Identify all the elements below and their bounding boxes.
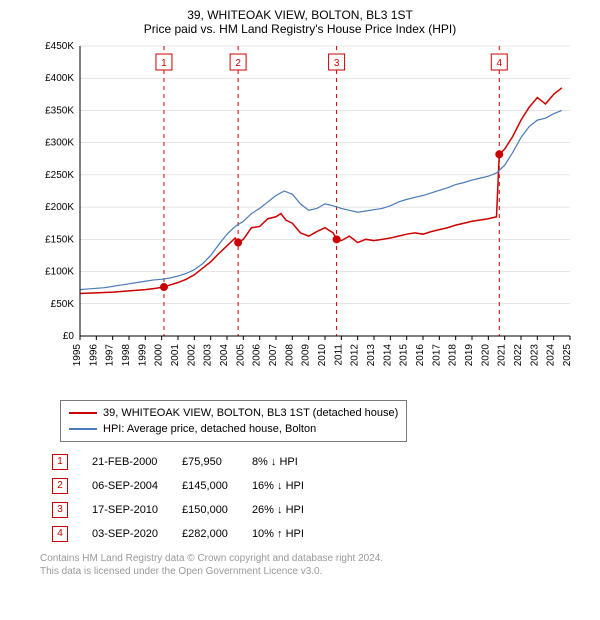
svg-text:£150K: £150K <box>45 234 74 245</box>
svg-text:£300K: £300K <box>45 138 74 149</box>
svg-text:£450K: £450K <box>45 41 74 52</box>
svg-text:2005: 2005 <box>235 344 246 367</box>
svg-text:2020: 2020 <box>480 344 491 367</box>
svg-text:4: 4 <box>496 58 502 69</box>
chart-title-block: 39, WHITEOAK VIEW, BOLTON, BL3 1ST Price… <box>0 0 600 36</box>
svg-text:2023: 2023 <box>529 344 540 367</box>
event-diff: 26% ↓ HPI <box>240 498 316 522</box>
svg-text:1998: 1998 <box>121 344 132 367</box>
legend-label: 39, WHITEOAK VIEW, BOLTON, BL3 1ST (deta… <box>103 407 398 419</box>
svg-text:2013: 2013 <box>366 344 377 367</box>
svg-text:2019: 2019 <box>464 344 475 367</box>
event-row: 1 21-FEB-2000£75,9508% ↓ HPI <box>40 450 316 474</box>
footer-line-1: Contains HM Land Registry data © Crown c… <box>40 552 600 565</box>
svg-text:2010: 2010 <box>317 344 328 367</box>
title-line-1: 39, WHITEOAK VIEW, BOLTON, BL3 1ST <box>0 8 600 22</box>
event-diff: 16% ↓ HPI <box>240 474 316 498</box>
footer-line-2: This data is licensed under the Open Gov… <box>40 565 600 578</box>
svg-text:2001: 2001 <box>170 344 181 367</box>
svg-text:2009: 2009 <box>301 344 312 367</box>
svg-text:1996: 1996 <box>88 344 99 367</box>
event-date: 17-SEP-2010 <box>80 498 170 522</box>
svg-text:2011: 2011 <box>333 344 344 366</box>
title-line-2: Price paid vs. HM Land Registry's House … <box>0 22 600 36</box>
event-price: £282,000 <box>170 522 240 546</box>
svg-text:2018: 2018 <box>448 344 459 367</box>
event-date: 03-SEP-2020 <box>80 522 170 546</box>
svg-text:£200K: £200K <box>45 202 74 213</box>
svg-text:1999: 1999 <box>137 344 148 367</box>
svg-text:1995: 1995 <box>72 344 83 367</box>
event-diff: 8% ↓ HPI <box>240 450 316 474</box>
event-marker: 4 <box>52 526 68 542</box>
svg-text:2012: 2012 <box>350 344 361 367</box>
svg-text:2021: 2021 <box>497 344 508 367</box>
svg-text:2: 2 <box>235 58 241 69</box>
legend-swatch <box>69 428 97 430</box>
event-marker: 2 <box>52 478 68 494</box>
event-price: £75,950 <box>170 450 240 474</box>
svg-text:2025: 2025 <box>562 344 573 367</box>
event-price: £145,000 <box>170 474 240 498</box>
svg-text:2015: 2015 <box>399 344 410 367</box>
legend-item: 39, WHITEOAK VIEW, BOLTON, BL3 1ST (deta… <box>69 405 398 421</box>
svg-text:3: 3 <box>334 58 340 69</box>
footer: Contains HM Land Registry data © Crown c… <box>40 552 600 578</box>
svg-text:2014: 2014 <box>382 344 393 367</box>
svg-text:1: 1 <box>161 58 167 69</box>
svg-text:2000: 2000 <box>154 344 165 367</box>
svg-text:2006: 2006 <box>252 344 263 367</box>
svg-text:2016: 2016 <box>415 344 426 367</box>
svg-text:2004: 2004 <box>219 344 230 367</box>
svg-text:£0: £0 <box>63 331 75 342</box>
svg-text:2008: 2008 <box>284 344 295 367</box>
svg-text:2024: 2024 <box>546 344 557 367</box>
event-marker: 3 <box>52 502 68 518</box>
legend: 39, WHITEOAK VIEW, BOLTON, BL3 1ST (deta… <box>60 400 407 442</box>
event-date: 06-SEP-2004 <box>80 474 170 498</box>
legend-item: HPI: Average price, detached house, Bolt… <box>69 421 398 437</box>
event-diff: 10% ↑ HPI <box>240 522 316 546</box>
svg-text:£400K: £400K <box>45 73 74 84</box>
svg-text:2002: 2002 <box>186 344 197 367</box>
svg-text:£350K: £350K <box>45 105 74 116</box>
svg-text:£100K: £100K <box>45 267 74 278</box>
legend-swatch <box>69 412 97 414</box>
svg-text:1997: 1997 <box>105 344 116 367</box>
svg-text:£50K: £50K <box>51 299 75 310</box>
price-chart: £0 £50K £100K £150K £200K £250K £300K £350K £400… <box>20 36 580 396</box>
svg-text:2007: 2007 <box>268 344 279 367</box>
events-table: 1 21-FEB-2000£75,9508% ↓ HPI 2 06-SEP-2004£… <box>40 450 316 546</box>
legend-label: HPI: Average price, detached house, Bolt… <box>103 423 316 435</box>
event-row: 2 06-SEP-2004£145,00016% ↓ HPI <box>40 474 316 498</box>
event-date: 21-FEB-2000 <box>80 450 170 474</box>
svg-text:2022: 2022 <box>513 344 524 367</box>
svg-text:2003: 2003 <box>203 344 214 367</box>
event-row: 3 17-SEP-2010£150,00026% ↓ HPI <box>40 498 316 522</box>
event-row: 4 03-SEP-2020£282,00010% ↑ HPI <box>40 522 316 546</box>
svg-text:2017: 2017 <box>431 344 442 367</box>
svg-text:£250K: £250K <box>45 170 74 181</box>
event-price: £150,000 <box>170 498 240 522</box>
event-marker: 1 <box>52 454 68 470</box>
